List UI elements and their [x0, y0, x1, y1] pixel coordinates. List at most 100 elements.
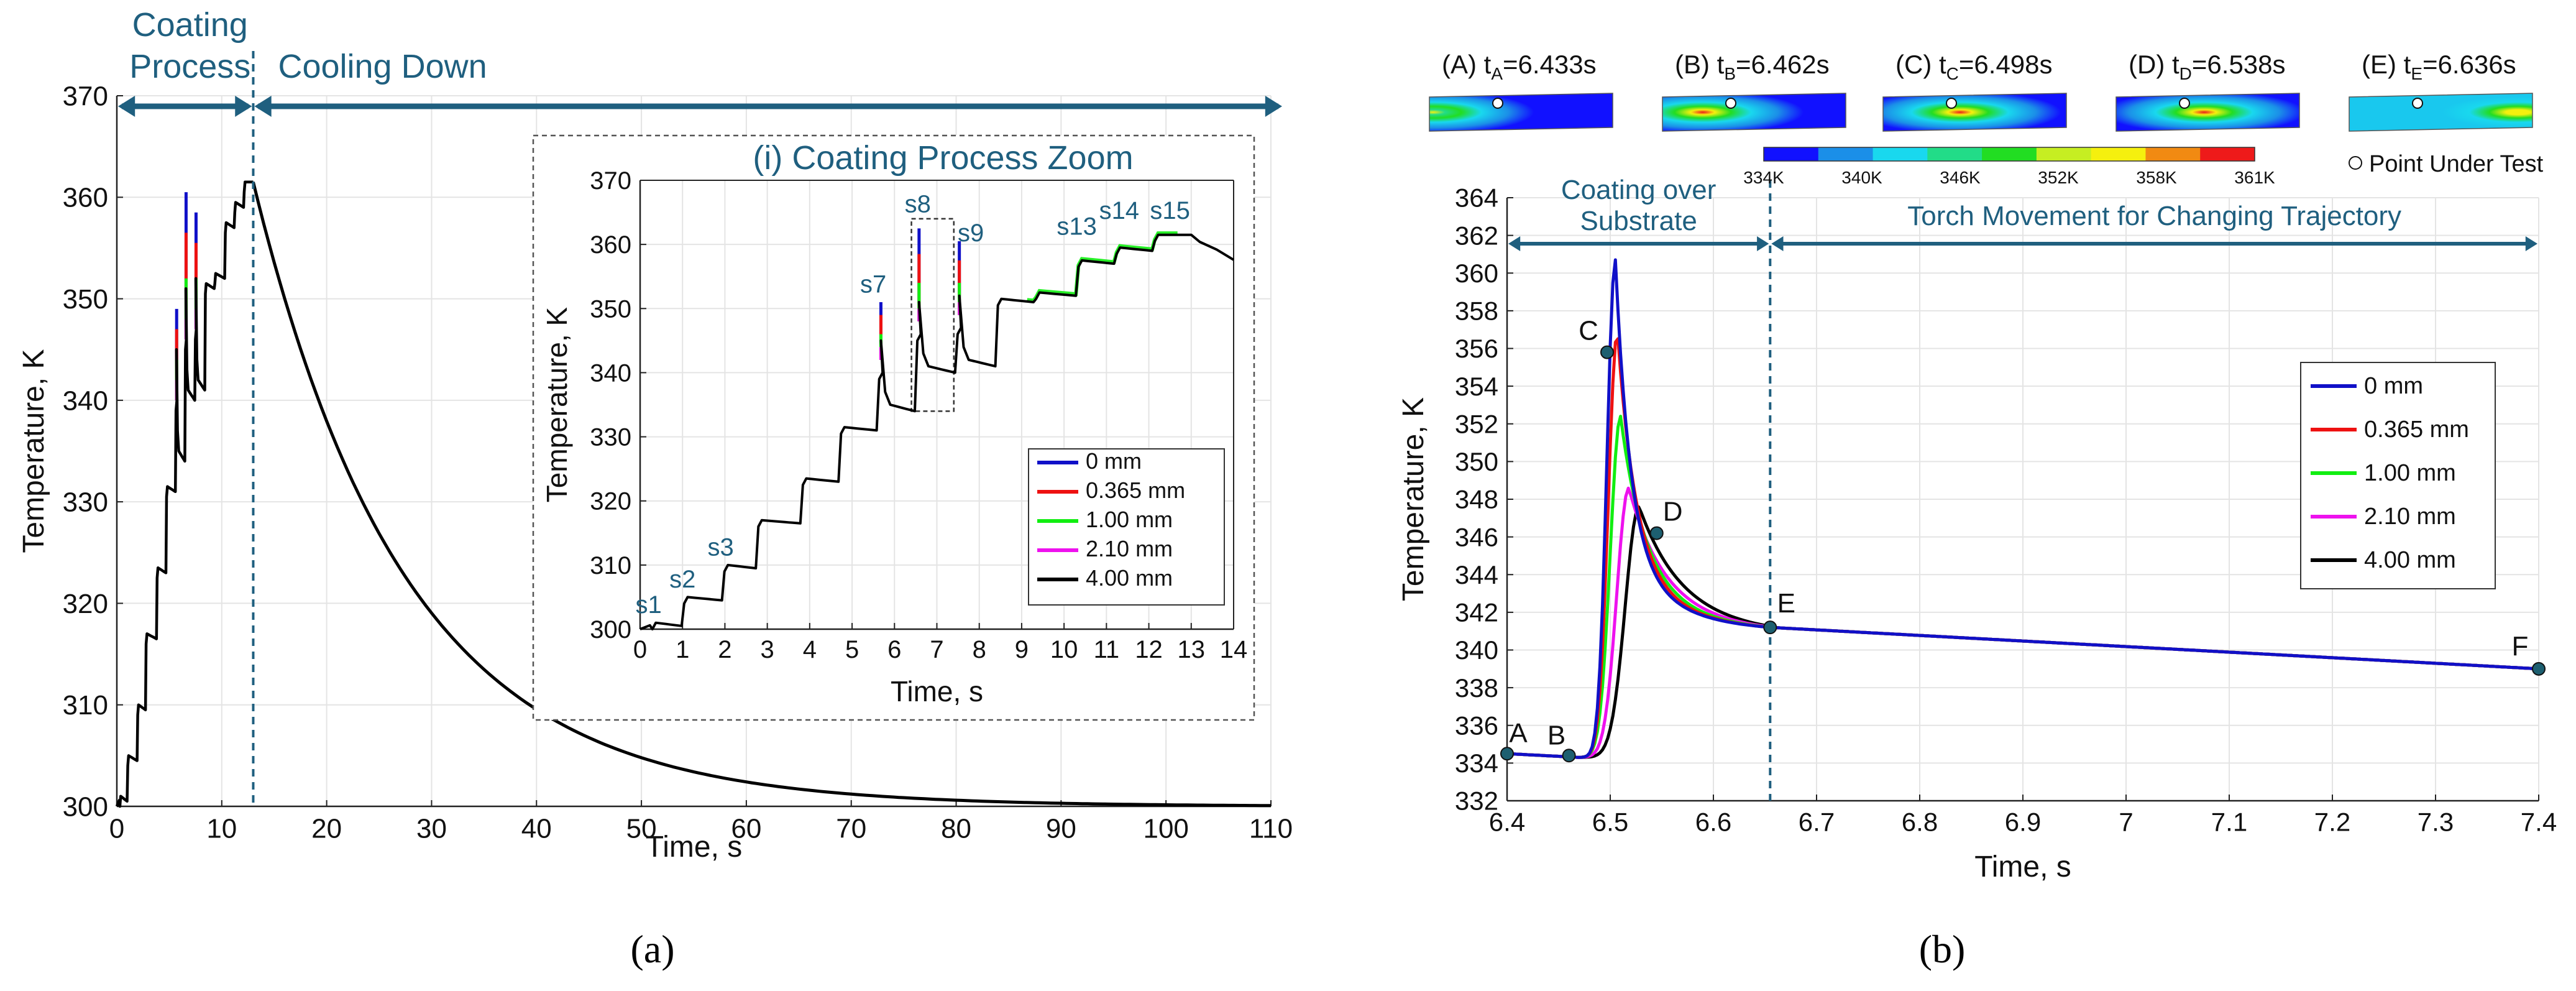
- snapshot-image: [1429, 93, 1613, 132]
- b-y-tick-label: 332: [1455, 786, 1498, 816]
- inset-x-tick-label: 8: [973, 636, 986, 663]
- a-phase-label-cooling: Cooling Down: [278, 48, 487, 85]
- b-point-label: B: [1547, 720, 1565, 750]
- b-x-tick-label: 7.3: [2418, 807, 2454, 836]
- inset-x-tick-label: 10: [1050, 636, 1078, 663]
- inset-legend-label: 0.365 mm: [1086, 477, 1185, 503]
- inset-x-tick-label: 0: [633, 636, 647, 663]
- snapshot-caption: (D) tD=6.538s: [2129, 50, 2286, 83]
- b-y-tick-label: 346: [1455, 522, 1498, 551]
- b-y-tick-label: 342: [1455, 598, 1498, 627]
- figure-label-b: (b): [1919, 927, 1966, 971]
- colorbar-segment: [1818, 147, 1874, 161]
- snapshot-caption: (C) tC=6.498s: [1895, 50, 2053, 83]
- a-y-tick-label: 340: [63, 385, 108, 416]
- panel-a-chart: 0 10 20 30 40 50 60 70 80 90 100 110300310320330340…: [17, 6, 1293, 864]
- inset-stage-label: s13: [1057, 213, 1097, 241]
- b-phase-arrowhead: [1508, 236, 1521, 251]
- b-y-tick-label: 350: [1455, 447, 1498, 476]
- b-point-label: C: [1579, 316, 1598, 346]
- colorbar-segment: [2036, 147, 2092, 161]
- inset-x-axis-label: Time, s: [891, 675, 983, 708]
- inset-stage-label: s2: [669, 566, 695, 593]
- inset-x-tick-label: 13: [1178, 636, 1206, 663]
- b-phase-arrowhead: [1757, 236, 1769, 251]
- inset-y-axis-label: Temperature, K: [541, 307, 573, 502]
- b-legend-box: [2300, 362, 2496, 589]
- inset-legend-label: 1.00 mm: [1086, 507, 1173, 532]
- b-phase-arrowhead: [1771, 236, 1784, 251]
- b-test-point: [1500, 747, 1514, 761]
- inset-y-tick-label: 320: [590, 488, 631, 515]
- inset-x-tick-label: 7: [930, 636, 943, 663]
- snapshot-image: [2349, 93, 2533, 132]
- inset-x-tick-label: 4: [803, 636, 817, 663]
- b-y-tick-label: 344: [1455, 560, 1498, 589]
- a-phase-arrowhead: [235, 96, 252, 117]
- a-y-tick-label: 330: [63, 487, 108, 518]
- a-x-tick-label: 80: [941, 814, 971, 844]
- b-test-point: [2532, 661, 2546, 676]
- b-legend-label: 0.365 mm: [2364, 417, 2469, 443]
- inset-y-tick-label: 350: [590, 295, 631, 323]
- b-phase-label-coating: Substrate: [1580, 206, 1697, 236]
- b-y-tick-label: 360: [1455, 259, 1498, 288]
- inset-y-tick-label: 370: [590, 167, 631, 195]
- b-y-tick-label: 336: [1455, 711, 1498, 740]
- snapshot-image: [1662, 93, 1846, 132]
- b-phase-label-coating: Coating over: [1561, 175, 1716, 205]
- inset-y-tick-label: 310: [590, 552, 631, 579]
- inset-y-tick-label: 330: [590, 424, 631, 451]
- snapshot-test-point: [1946, 98, 1957, 109]
- b-point-label: F: [2512, 631, 2529, 661]
- a-phase-arrowhead: [254, 96, 272, 117]
- a-inset: 0 1 2 3 4 5 6 7 8 9 10 11 12 13 1430031032033034035036…: [532, 134, 1255, 721]
- b-x-tick-label: 6.7: [1799, 807, 1835, 836]
- inset-y-tick-label: 300: [590, 616, 631, 643]
- b-x-tick-label: 7.4: [2521, 807, 2557, 836]
- a-phase-label-coating: Coating: [132, 6, 248, 44]
- snapshot-caption: (A) tA=6.433s: [1442, 50, 1597, 83]
- a-x-tick-label: 70: [836, 814, 866, 844]
- b-point-label: D: [1663, 497, 1683, 527]
- a-y-tick-label: 310: [63, 690, 108, 721]
- b-x-tick-label: 6.9: [2005, 807, 2041, 836]
- b-x-tick-label: 7.1: [2211, 807, 2247, 836]
- b-y-tick-label: 334: [1455, 749, 1498, 778]
- a-y-tick-label: 320: [63, 589, 108, 619]
- a-x-tick-label: 50: [626, 814, 657, 844]
- panel-b-chart: 6.4 6.5 6.6 6.7 6.8 6.9 7 7.1 7.2 7.3 7.4 332 334 336…: [1397, 50, 2557, 883]
- snapshot-test-point: [2179, 98, 2190, 109]
- b-y-tick-label: 352: [1455, 409, 1498, 438]
- point-legend-icon: [2349, 156, 2362, 170]
- b-legend-label: 0 mm: [2364, 373, 2423, 399]
- inset-x-tick-label: 14: [1220, 636, 1248, 663]
- snapshot-test-point: [1492, 98, 1503, 109]
- a-x-tick-label: 60: [731, 814, 761, 844]
- b-x-tick-label: 7: [2119, 807, 2133, 836]
- b-y-tick-label: 338: [1455, 673, 1498, 703]
- snapshot-test-point: [2412, 98, 2423, 109]
- colorbar-segment: [1927, 147, 1982, 161]
- colorbar-segment: [2200, 147, 2255, 161]
- a-phase-arrowhead: [118, 96, 135, 117]
- inset-series-line-4mm: [639, 233, 1235, 630]
- b-y-tick-label: 362: [1455, 221, 1498, 250]
- b-y-tick-label: 348: [1455, 485, 1498, 514]
- point-legend-label: Point Under Test: [2369, 151, 2544, 177]
- b-x-tick-label: 6.8: [1902, 807, 1938, 836]
- b-x-axis-label: Time, s: [1974, 850, 2071, 883]
- b-x-tick-label: 6.6: [1695, 807, 1731, 836]
- a-y-tick-label: 370: [63, 81, 108, 111]
- a-phase-arrowhead: [1265, 96, 1282, 117]
- inset-stage-label: s7: [860, 271, 886, 298]
- b-legend-label: 4.00 mm: [2364, 547, 2456, 573]
- a-y-tick-label: 360: [63, 183, 108, 213]
- colorbar-segment: [2145, 147, 2201, 161]
- a-x-axis-label: Time, s: [646, 831, 743, 864]
- inset-zoom-box: [910, 218, 955, 412]
- inset-x-tick-label: 6: [887, 636, 901, 663]
- inset-stage-label: s15: [1150, 197, 1190, 224]
- snapshot-test-point: [1725, 98, 1736, 109]
- b-x-tick-label: 6.5: [1592, 807, 1628, 836]
